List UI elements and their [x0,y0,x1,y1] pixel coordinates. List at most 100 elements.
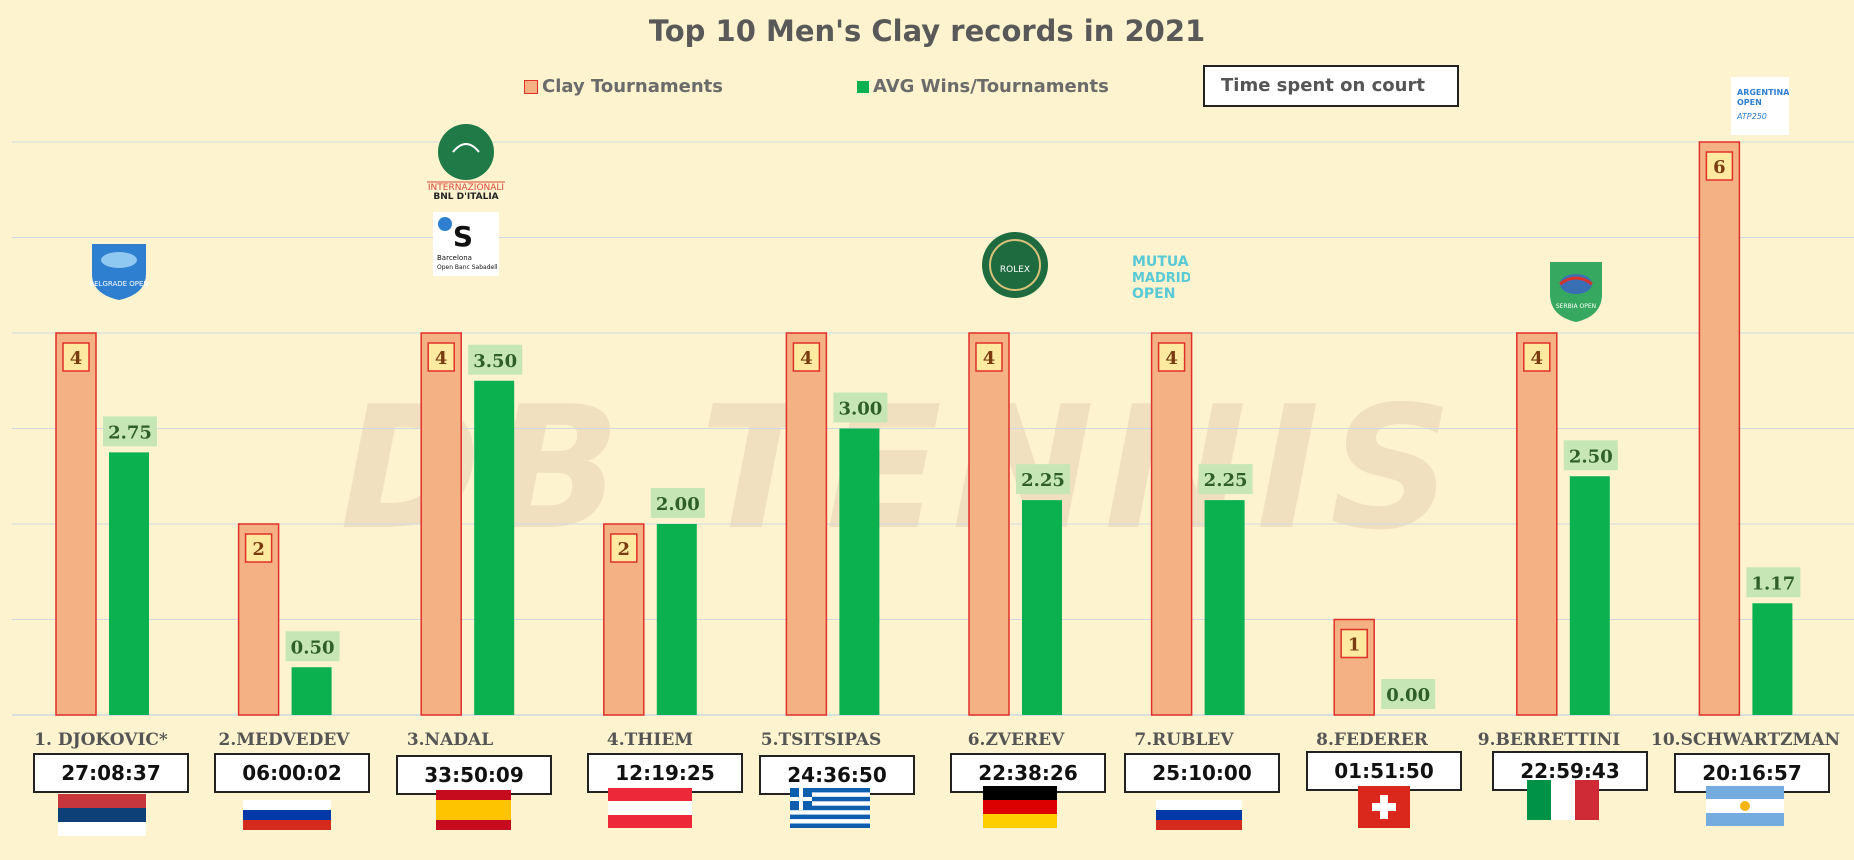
svg-text:MADRID: MADRID [1132,271,1190,286]
player-label-9: 9.BERRETTINI [1477,730,1621,750]
clay-value-box [62,342,90,372]
clay-bar [420,332,462,716]
clay-bar [1516,332,1558,716]
time-box-1: 27:08:37 [33,753,189,793]
player-label-2: 2.MEDVEDEV [218,730,350,750]
clay-bar [55,332,97,716]
svg-text:S: S [453,220,473,253]
avg-bar [1204,500,1245,715]
clay-bar [785,332,828,716]
player-label-10: 10.SCHWARTZMAN [1651,730,1841,750]
avg-value-box [1563,440,1618,471]
time-box-4: 12:19:25 [587,753,743,793]
avg-value-label: 2.50 [1569,446,1613,467]
clay-bar [1150,332,1193,716]
clay-value-label: 4 [800,348,813,369]
clay-value-box [427,342,455,372]
clay-value-label: 4 [983,348,996,369]
time-box-8: 01:51:50 [1306,751,1462,791]
legend-clay-label: Clay Tournaments [542,76,723,97]
avg-bar [109,452,149,715]
time-box-3: 33:50:09 [396,755,552,795]
svg-text:SERBIA OPEN: SERBIA OPEN [1556,303,1596,310]
svg-text:ARGENTINA: ARGENTINA [1737,88,1789,97]
watermark: DB TENNIS [340,370,1463,568]
legend-clay: Clay Tournaments [524,76,723,97]
avg-value-box [468,344,523,375]
russia-flag-2 [1156,800,1242,830]
avg-value-label: 3.00 [838,399,882,420]
argentina-flag [1706,786,1784,826]
clay-value-box [1157,342,1186,372]
spain-flag [436,790,511,830]
clay-value-label: 4 [1531,348,1544,369]
avg-bar [839,428,880,715]
rome-bnl-logo: INTERNAZIONALI BNL D'ITALIA [425,122,507,202]
austria-flag [608,788,692,828]
avg-value-box [285,631,340,662]
avg-value-box [833,392,888,423]
belgrade-open-logo: BELGRADE OPEN [86,238,152,302]
player-label-4: 4.THIEM [606,730,694,750]
avg-value-box [103,416,157,447]
monte-carlo-logo: ROLEX [980,230,1050,300]
svg-text:MUTUA: MUTUA [1132,254,1189,270]
time-box-7: 25:10:00 [1124,753,1280,793]
avg-bar [1752,603,1793,715]
svg-text:OPEN: OPEN [1737,98,1762,107]
legend-avg: AVG Wins/Tournaments [857,76,1109,97]
avg-value-box [1198,464,1253,495]
clay-value-box [1340,628,1368,659]
clay-value-box [975,342,1003,372]
clay-value-box [1705,151,1734,181]
avg-value-label: 2.25 [1204,470,1248,491]
avg-value-label: 2.75 [108,422,152,443]
avg-bar [291,667,332,715]
svg-text:OPEN: OPEN [1132,286,1175,300]
avg-value-box [1381,679,1436,709]
serbia-open-logo: SERBIA OPEN [1546,258,1606,324]
avg-value-label: 1.17 [1751,573,1795,594]
svg-text:ATP250: ATP250 [1736,112,1767,121]
clay-value-box [792,342,821,372]
clay-value-label: 1 [1348,635,1361,656]
avg-bar [1569,476,1610,715]
clay-bar [968,332,1010,716]
time-box-2: 06:00:02 [214,753,370,793]
player-label-3: 3.NADAL [406,730,494,750]
svg-text:BELGRADE OPEN: BELGRADE OPEN [89,280,148,288]
player-label-7: 7.RUBLEV [1134,730,1234,750]
svg-text:Open Banc Sabadell: Open Banc Sabadell [437,264,498,271]
svg-text:INTERNAZIONALI: INTERNAZIONALI [428,183,504,193]
player-label-1: 1. DJOKOVIC* [34,730,168,750]
svg-text:ROLEX: ROLEX [1000,265,1030,275]
clay-value-label: 2 [252,539,265,560]
russia-flag [243,800,331,830]
avg-value-label: 3.50 [473,351,517,372]
barcelona-open-logo: S Barcelona Open Banc Sabadell [433,212,499,276]
avg-value-label: 0.00 [1386,685,1430,706]
clay-value-box [610,533,638,563]
clay-value-label: 2 [618,539,631,560]
clay-value-label: 4 [70,348,83,369]
player-label-8: 8.FEDERER [1316,730,1428,750]
serbia-flag [58,794,146,836]
clay-value-label: 4 [1165,348,1178,369]
player-label-6: 6.ZVEREV [967,730,1065,750]
avg-bar [656,524,697,715]
italy-flag [1527,780,1599,820]
clay-bar [1698,141,1741,716]
chart-title: Top 10 Men's Clay records in 2021 [648,14,1206,48]
avg-bar [1022,500,1062,715]
clay-value-box [1523,342,1551,372]
avg-value-box [1016,464,1070,495]
avg-value-label: 2.25 [1021,470,1065,491]
clay-value-box [244,533,273,563]
clay-value-label: 4 [435,348,448,369]
madrid-open-logo: MUTUA MADRID OPEN [1130,252,1192,302]
player-label-5: 5.TSITSIPAS [760,730,882,750]
legend-time-box: Time spent on court [1203,65,1459,107]
greece-flag [790,788,870,828]
svg-text:Barcelona: Barcelona [437,254,472,262]
